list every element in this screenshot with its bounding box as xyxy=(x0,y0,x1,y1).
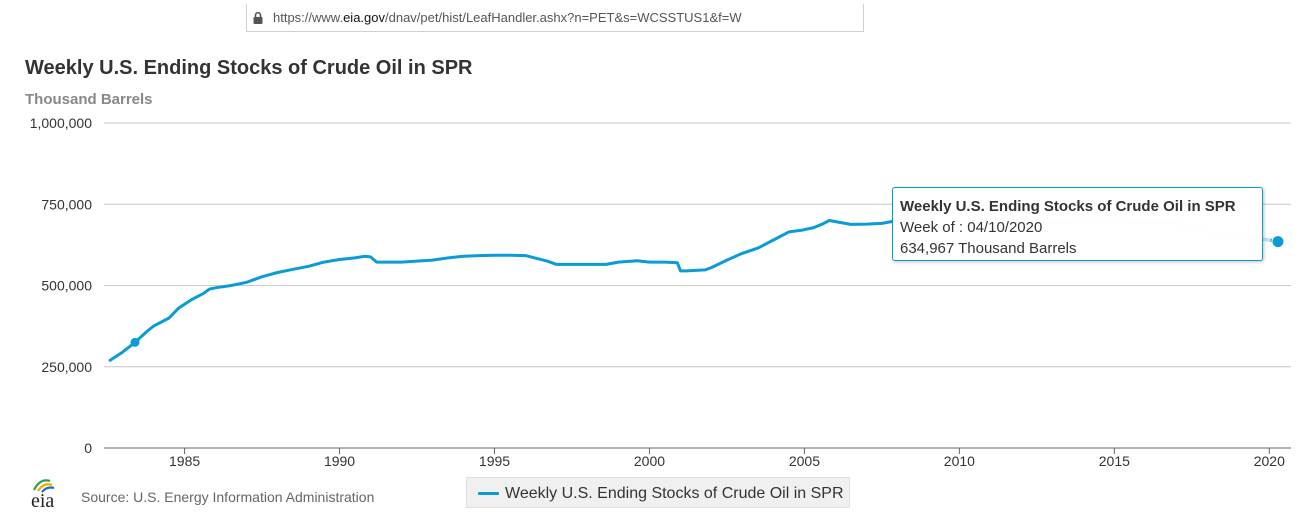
lock-icon xyxy=(253,11,263,24)
y-tick-label: 750,000 xyxy=(41,196,92,212)
url-domain: eia.gov xyxy=(343,10,385,25)
eia-logo-icon: eia xyxy=(31,479,54,510)
data-markers xyxy=(130,235,1285,347)
url-text: https://www.eia.gov/dnav/pet/hist/LeafHa… xyxy=(273,10,742,25)
chart-title: Weekly U.S. Ending Stocks of Crude Oil i… xyxy=(25,57,473,79)
chart-subtitle-units: Thousand Barrels xyxy=(25,91,153,108)
x-tick-label: 1985 xyxy=(169,453,200,469)
tooltip-value: 634,967 Thousand Barrels xyxy=(900,240,1077,257)
url-prefix: https://www. xyxy=(273,10,344,25)
legend-swatch xyxy=(478,492,499,495)
x-tick-label: 1990 xyxy=(324,453,355,469)
grid-lines xyxy=(104,122,1291,449)
url-path: /dnav/pet/hist/LeafHandler.ashx?n=PET&s=… xyxy=(385,10,742,25)
x-tick-label: 1995 xyxy=(479,453,510,469)
chart-legend[interactable]: Weekly U.S. Ending Stocks of Crude Oil i… xyxy=(466,477,850,508)
y-tick-label: 500,000 xyxy=(41,278,92,294)
x-tick-label: 2010 xyxy=(944,453,975,469)
y-tick-label: 1,000,000 xyxy=(30,115,92,131)
source-text: Source: U.S. Energy Information Administ… xyxy=(81,489,375,505)
browser-url-bar[interactable]: https://www.eia.gov/dnav/pet/hist/LeafHa… xyxy=(246,4,864,32)
tooltip-title: Weekly U.S. Ending Stocks of Crude Oil i… xyxy=(900,198,1236,215)
y-axis-ticks: 0 250,000 500,000 750,000 1,000,000 xyxy=(30,115,93,456)
legend-item-label: Weekly U.S. Ending Stocks of Crude Oil i… xyxy=(505,485,844,502)
x-axis: 1985 1990 1995 2000 2005 2010 2015 2020 xyxy=(104,447,1291,469)
x-tick-label: 2020 xyxy=(1254,453,1285,469)
x-tick-label: 2015 xyxy=(1099,453,1130,469)
highlight-point-marker[interactable] xyxy=(1271,235,1285,249)
y-tick-label: 0 xyxy=(84,440,92,456)
x-tick-label: 2005 xyxy=(789,453,820,469)
tooltip-week: Week of : 04/10/2020 xyxy=(900,219,1043,236)
y-tick-label: 250,000 xyxy=(41,359,92,375)
logo-text: eia xyxy=(31,490,54,510)
x-tick-label: 2000 xyxy=(634,453,665,469)
data-point-marker[interactable] xyxy=(130,337,140,347)
data-tooltip: Weekly U.S. Ending Stocks of Crude Oil i… xyxy=(892,187,1263,261)
